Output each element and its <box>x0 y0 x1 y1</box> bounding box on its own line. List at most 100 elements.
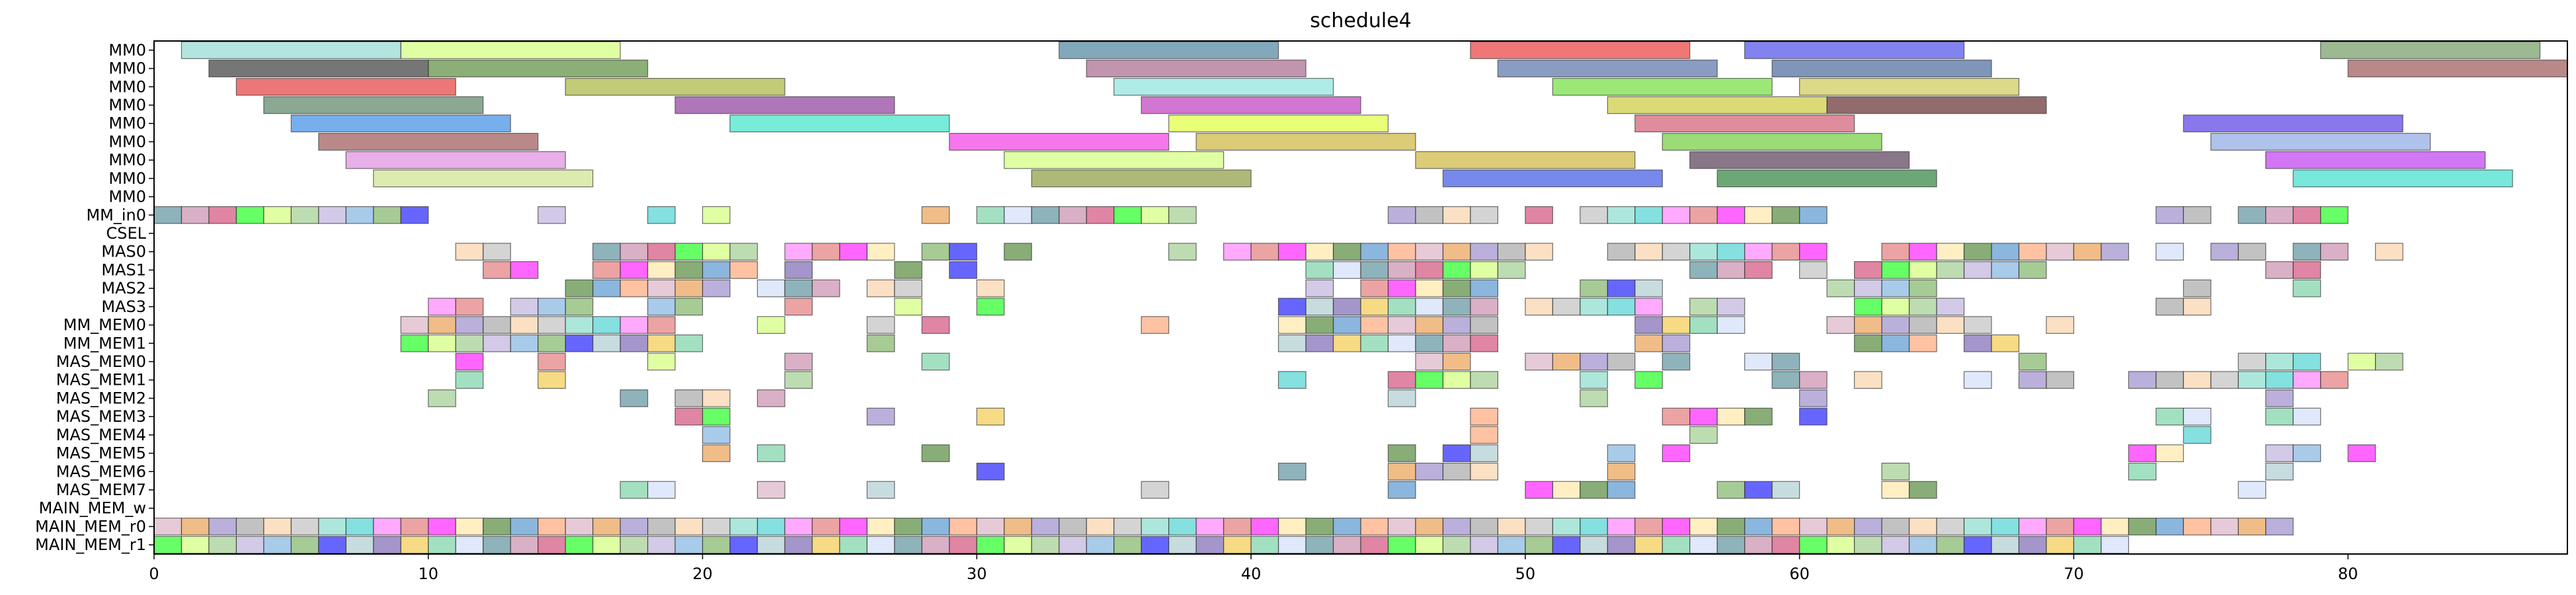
chart-title: schedule4 <box>1310 9 1412 32</box>
gantt-block <box>2183 518 2212 536</box>
gantt-block <box>1881 462 1910 481</box>
gantt-block <box>866 316 895 334</box>
gantt-block <box>1580 298 1608 316</box>
x-tick-label: 60 <box>1789 565 1810 583</box>
gantt-block <box>2265 518 2294 536</box>
gantt-block <box>592 536 621 554</box>
gantt-block <box>674 243 704 261</box>
y-tick-label: MAS_MEM6 <box>56 462 146 481</box>
gantt-block <box>1004 206 1032 224</box>
gantt-block <box>1799 206 1828 224</box>
gantt-block <box>921 316 950 334</box>
gantt-block <box>1360 536 1389 554</box>
y-tick-label: CSEL <box>106 224 146 243</box>
gantt-block <box>1963 371 1992 389</box>
gantt-block <box>1607 518 1636 536</box>
gantt-block <box>784 371 813 389</box>
y-tick-label: MM0 <box>108 96 146 114</box>
gantt-block <box>1442 334 1471 352</box>
gantt-block <box>1470 243 1498 261</box>
gantt-block <box>1332 243 1361 261</box>
gantt-block <box>510 316 539 334</box>
y-tick-label: MM0 <box>108 77 146 96</box>
gantt-block <box>2265 206 2294 224</box>
gantt-block <box>1387 462 1416 481</box>
gantt-block <box>1387 389 1416 407</box>
gantt-bar <box>400 41 621 60</box>
gantt-block <box>1387 243 1416 261</box>
gantt-bar <box>2210 133 2431 151</box>
gantt-bar <box>208 60 429 77</box>
gantt-block <box>1442 243 1471 261</box>
gantt-bar <box>1799 77 2020 96</box>
gantt-bar <box>263 96 484 114</box>
gantt-bar <box>1689 151 1910 169</box>
x-tick-label: 0 <box>149 565 159 583</box>
gantt-block <box>647 518 676 536</box>
gantt-block <box>1552 481 1581 499</box>
gantt-block <box>1415 518 1444 536</box>
gantt-block <box>674 518 704 536</box>
gantt-block <box>2155 407 2184 426</box>
gantt-block <box>1141 518 1170 536</box>
gantt-block <box>1716 536 1746 554</box>
gantt-block <box>2046 243 2075 261</box>
axis-layer: MM0MM0MM0MM0MM0MM0MM0MM0MM0MM_in0CSELMAS… <box>35 40 2568 583</box>
gantt-block <box>1853 279 1882 298</box>
gantt-bar <box>181 41 401 60</box>
gantt-block <box>1113 206 1142 224</box>
gantt-bar <box>1086 60 1307 77</box>
gantt-block <box>1059 536 1087 554</box>
gantt-block <box>756 444 785 462</box>
gantt-block <box>2347 352 2376 371</box>
gantt-block <box>1305 279 1334 298</box>
gantt-block <box>1360 518 1389 536</box>
gantt-block <box>1250 243 1279 261</box>
y-tick-label: MM0 <box>108 41 146 60</box>
gantt-block <box>2183 279 2212 298</box>
gantt-block <box>2183 371 2212 389</box>
gantt-block <box>1580 371 1608 389</box>
gantt-block <box>153 206 182 224</box>
gantt-block <box>290 536 319 554</box>
gantt-block <box>428 536 456 554</box>
gantt-block <box>1415 316 1444 334</box>
gantt-block <box>1826 536 1855 554</box>
gantt-block <box>2046 536 2075 554</box>
gantt-block <box>565 536 594 554</box>
gantt-block <box>1991 261 2020 279</box>
gantt-block <box>2046 518 2075 536</box>
x-tick-label: 20 <box>692 565 713 583</box>
gantt-block <box>1771 518 1800 536</box>
gantt-block <box>1744 352 1773 371</box>
gantt-block <box>702 206 731 224</box>
gantt-block <box>647 352 676 371</box>
gantt-block <box>647 481 676 499</box>
gantt-block <box>674 279 704 298</box>
gantt-block <box>620 334 649 352</box>
y-tick-label: MAS0 <box>101 243 146 261</box>
gantt-block <box>1991 334 2020 352</box>
gantt-block <box>1360 298 1389 316</box>
gantt-block <box>811 536 840 554</box>
gantt-block <box>208 518 237 536</box>
gantt-bar <box>1141 96 1361 114</box>
gantt-block <box>455 316 484 334</box>
gantt-block <box>1634 298 1663 316</box>
gantt-bar <box>1195 133 1416 151</box>
gantt-block <box>1853 518 1882 536</box>
gantt-block <box>949 518 977 536</box>
gantt-block <box>2183 407 2212 426</box>
gantt-block <box>756 279 785 298</box>
gantt-block <box>1716 298 1746 316</box>
plot-frame <box>153 40 2568 555</box>
gantt-block <box>565 279 594 298</box>
gantt-block <box>756 518 785 536</box>
gantt-block <box>2046 371 2075 389</box>
gantt-block <box>1936 298 1965 316</box>
gantt-block <box>1580 389 1608 407</box>
gantt-block <box>1113 536 1142 554</box>
x-tick-label: 50 <box>1515 565 1536 583</box>
gantt-block <box>1908 279 1937 298</box>
gantt-block <box>1771 243 1800 261</box>
